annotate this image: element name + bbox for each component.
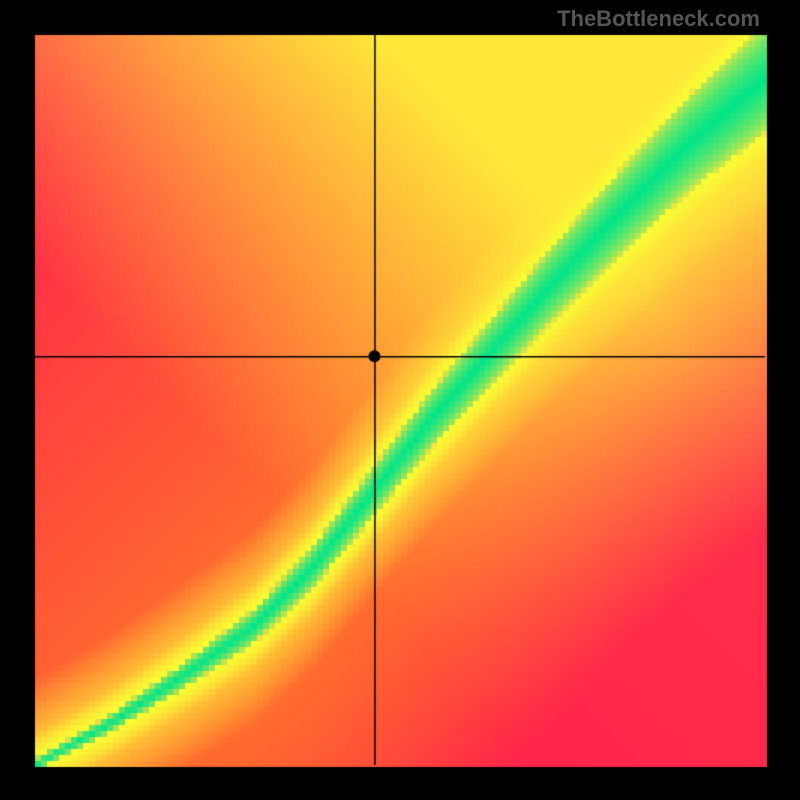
attribution-label: TheBottleneck.com <box>557 6 760 32</box>
chart-container: TheBottleneck.com <box>0 0 800 800</box>
heatmap-canvas <box>0 0 800 800</box>
